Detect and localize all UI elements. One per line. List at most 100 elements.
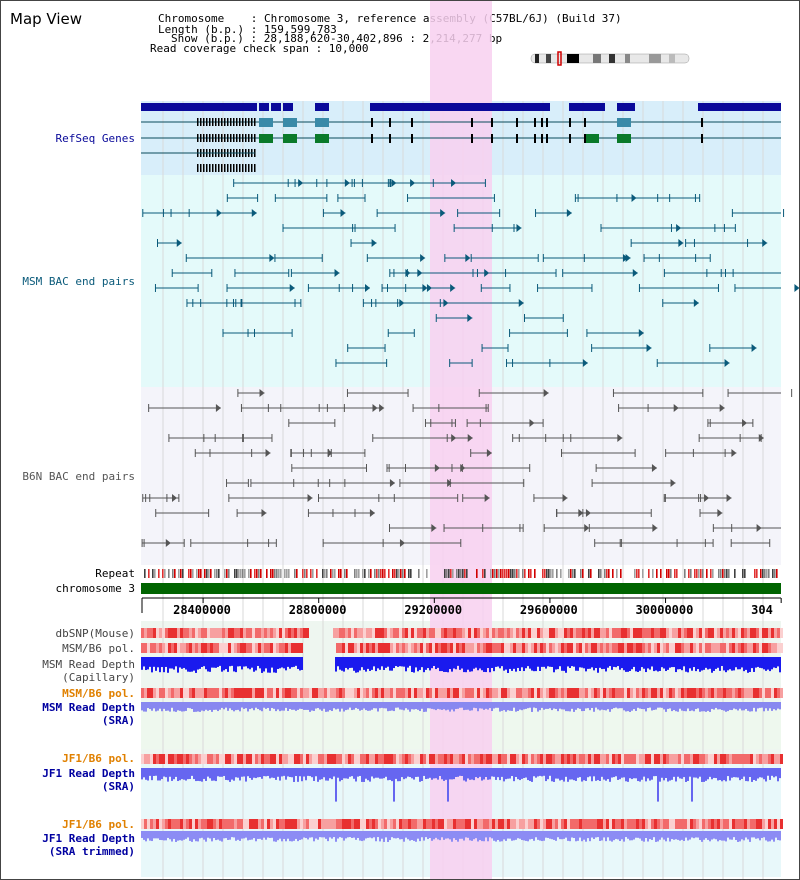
polymorphism-cell xyxy=(243,643,246,653)
polymorphism-cell xyxy=(204,688,207,698)
polymorphism-cell xyxy=(432,643,435,653)
polymorphism-cell xyxy=(516,754,519,764)
polymorphism-cell xyxy=(297,628,300,638)
read-depth-bar xyxy=(475,702,477,709)
read-depth-bar xyxy=(661,831,663,838)
polymorphism-cell xyxy=(345,754,348,764)
polymorphism-cell xyxy=(429,819,432,829)
read-depth-bar xyxy=(701,657,703,671)
repeat-track[interactable] xyxy=(144,569,778,578)
polymorphism-cell xyxy=(546,754,549,764)
read-depth-bar xyxy=(625,657,627,672)
polymorphism-cell xyxy=(225,819,228,829)
read-depth-bar xyxy=(257,657,259,666)
read-depth-bar xyxy=(373,657,375,667)
read-depth-bar xyxy=(599,831,601,841)
read-depth-bar xyxy=(607,768,609,780)
ideogram-band xyxy=(535,54,539,63)
read-depth-bar xyxy=(725,768,727,782)
msm-bac-arrow xyxy=(176,239,182,247)
read-depth-bar xyxy=(265,831,267,840)
msm-bac-end-pairs-track[interactable] xyxy=(142,179,799,367)
polymorphism-cell xyxy=(141,628,144,638)
read-depth-bar xyxy=(393,657,395,669)
chromosome-ideogram[interactable] xyxy=(530,51,690,66)
read-depth-bar xyxy=(451,768,453,780)
read-depth-bar xyxy=(637,702,639,708)
repeat-mark xyxy=(392,569,394,578)
read-depth-bar xyxy=(545,831,547,838)
read-depth-bar xyxy=(773,702,775,710)
b6n-bac-arrow xyxy=(529,419,535,427)
read-depth-bar xyxy=(581,768,583,782)
read-depth-bar xyxy=(677,702,679,712)
msm-bac-arrow xyxy=(751,344,757,352)
read-depth-bar xyxy=(239,831,241,841)
repeat-mark xyxy=(270,569,272,578)
read-depth-bar xyxy=(203,831,205,840)
polymorphism-cell xyxy=(372,643,375,653)
polymorphism-cell xyxy=(294,819,297,829)
polymorphism-cell xyxy=(276,688,279,698)
polymorphism-cell xyxy=(153,754,156,764)
read-depth-bar xyxy=(331,702,333,712)
selected-region[interactable] xyxy=(430,1,492,879)
polymorphism-cell xyxy=(765,643,768,653)
refseq-genes-track[interactable] xyxy=(141,103,781,172)
polymorphism-cell xyxy=(597,754,600,764)
read-depth-bar xyxy=(313,768,315,781)
polymorphism-cell xyxy=(747,754,750,764)
polymorphism-cell xyxy=(582,754,585,764)
read-depth-bar xyxy=(683,657,685,667)
b6n-bac-end-pairs-track[interactable] xyxy=(141,389,799,547)
polymorphism-cell xyxy=(684,628,687,638)
repeat-mark xyxy=(484,569,486,578)
read-depth-bar xyxy=(723,657,725,671)
repeat-mark xyxy=(590,569,592,578)
polymorphism-cell xyxy=(318,754,321,764)
read-depth-bar xyxy=(715,831,717,840)
polymorphism-cell xyxy=(696,628,699,638)
read-depth-bar xyxy=(569,702,571,712)
b6n-bac-arrow xyxy=(389,479,395,487)
read-depth-bar xyxy=(169,768,171,777)
polymorphism-cell xyxy=(744,754,747,764)
polymorphism-cell xyxy=(480,628,483,638)
polymorphism-cell xyxy=(351,643,354,653)
read-depth-bar xyxy=(301,831,303,840)
exon-mark xyxy=(251,134,253,142)
polymorphism-cell xyxy=(351,819,354,829)
polymorphism-cell xyxy=(771,754,774,764)
read-depth-bar xyxy=(675,702,677,712)
polymorphism-heat-tracks[interactable] xyxy=(141,628,783,829)
polymorphism-cell xyxy=(519,643,522,653)
read-depth-bar xyxy=(417,702,419,710)
read-depth-tracks[interactable] xyxy=(141,657,781,842)
msm-bac-arrow xyxy=(289,284,295,292)
read-depth-bar xyxy=(217,831,219,840)
polymorphism-cell xyxy=(477,628,480,638)
read-depth-bar xyxy=(603,831,605,838)
read-depth-bar xyxy=(157,831,159,839)
read-depth-bar xyxy=(509,831,511,839)
read-depth-bar xyxy=(433,657,435,666)
repeat-mark xyxy=(524,569,526,578)
polymorphism-cell xyxy=(324,688,327,698)
read-depth-bar xyxy=(381,702,383,708)
read-depth-bar xyxy=(737,702,739,711)
polymorphism-cell xyxy=(615,643,618,653)
read-depth-bar xyxy=(243,768,245,777)
exon-mark xyxy=(248,134,250,142)
read-depth-bar xyxy=(577,657,579,671)
polymorphism-cell xyxy=(276,643,279,653)
polymorphism-cell xyxy=(618,688,621,698)
polymorphism-cell xyxy=(645,819,648,829)
read-depth-bar xyxy=(683,702,685,712)
polymorphism-cell xyxy=(435,643,438,653)
read-depth-bar xyxy=(501,702,503,711)
read-depth-bar xyxy=(699,831,701,841)
polymorphism-cell xyxy=(471,819,474,829)
polymorphism-cell xyxy=(351,688,354,698)
exon-mark xyxy=(224,134,226,142)
